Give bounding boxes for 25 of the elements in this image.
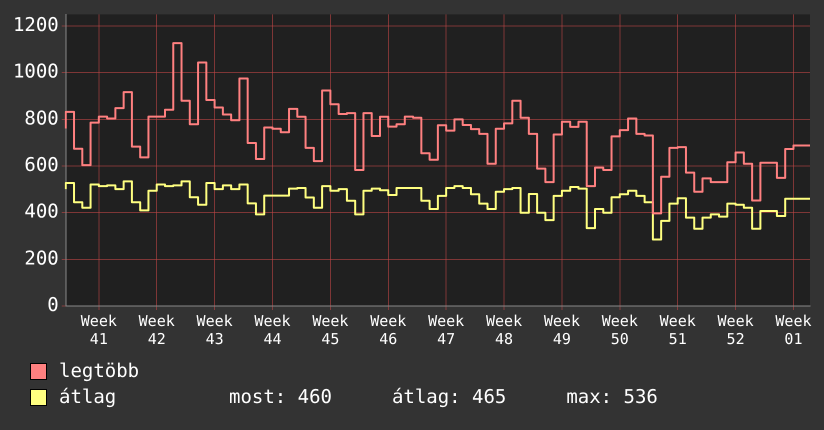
x-tick-label: Week 45 bbox=[312, 312, 348, 348]
x-tick-label: Week 44 bbox=[254, 312, 291, 348]
y-tick-label: 0 bbox=[47, 294, 59, 316]
x-tick-label: Week 46 bbox=[370, 312, 406, 348]
x-tick-label: Week 01 bbox=[775, 312, 812, 348]
legend-label: legtöbb bbox=[59, 360, 140, 382]
x-tick-label: Week 50 bbox=[602, 312, 638, 348]
y-tick-label: 1200 bbox=[12, 14, 59, 36]
x-tick-label: Week 47 bbox=[428, 312, 464, 348]
y-tick-label: 600 bbox=[24, 154, 59, 176]
y-tick-label: 400 bbox=[24, 200, 59, 223]
x-tick-label: Week 43 bbox=[196, 312, 233, 348]
x-tick-label: Week 41 bbox=[80, 312, 117, 348]
y-tick-label: 200 bbox=[24, 247, 59, 270]
text: max: 536 bbox=[566, 386, 658, 408]
text: most: 460 bbox=[229, 386, 332, 408]
x-tick-label: Week 52 bbox=[718, 312, 754, 348]
x-tick-label: Week 49 bbox=[544, 312, 580, 348]
x-tick-label: Week 51 bbox=[660, 312, 696, 348]
x-tick-label: Week 48 bbox=[486, 312, 522, 348]
text: átlag: 465 bbox=[392, 386, 506, 408]
y-tick-label: 1000 bbox=[12, 60, 59, 83]
x-tick-label: Week 42 bbox=[138, 312, 175, 348]
legend-label: átlag bbox=[59, 386, 118, 408]
y-tick-label: 800 bbox=[24, 107, 59, 130]
